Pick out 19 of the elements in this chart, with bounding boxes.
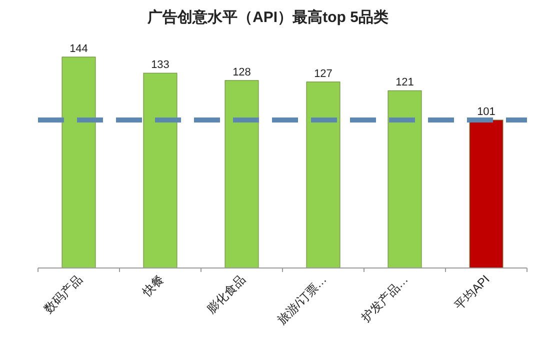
bar <box>469 120 504 268</box>
data-label: 121 <box>396 76 414 89</box>
data-label: 144 <box>70 43 88 55</box>
x-tick-label: 平均API <box>452 272 492 313</box>
bar <box>224 80 259 268</box>
data-label: 127 <box>314 68 332 80</box>
data-label: 101 <box>477 106 496 118</box>
bar <box>306 82 340 268</box>
x-tick-label: 旅游/订票… <box>274 272 330 327</box>
chart-title: 广告创意水平（API）最高top 5品类 <box>146 8 388 26</box>
x-tick-label: 数码产品 <box>41 272 85 316</box>
bar <box>388 90 422 268</box>
data-label: 128 <box>232 66 251 78</box>
data-label: 133 <box>151 59 170 72</box>
bar <box>143 72 178 268</box>
x-tick-label: 护发产品… <box>358 272 411 326</box>
bar <box>62 56 96 268</box>
x-tick-label: 快餐 <box>138 272 166 300</box>
x-tick-label: 膨化食品 <box>204 272 248 316</box>
